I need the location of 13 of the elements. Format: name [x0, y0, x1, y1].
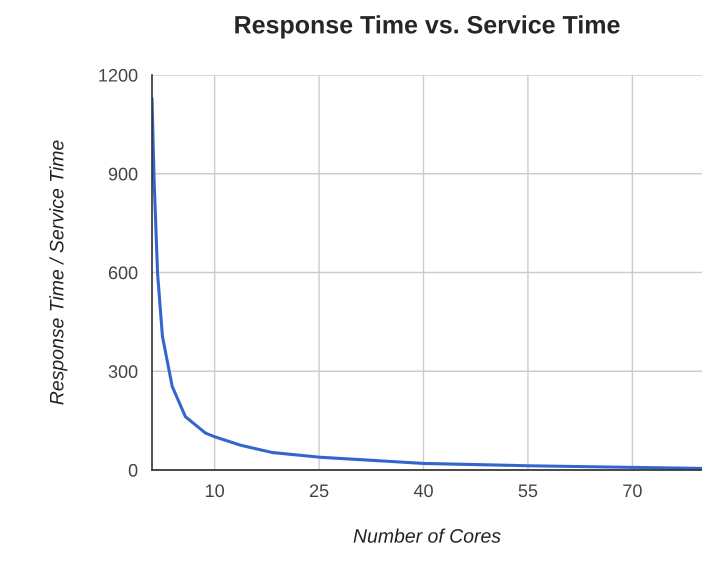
chart-title: Response Time vs. Service Time: [235, 15, 620, 39]
x-tick-label: 55: [518, 484, 538, 498]
y-tick-label: 300: [108, 365, 138, 378]
y-tick-label: 1200: [99, 68, 138, 82]
x-axis-title: Number of Cores: [354, 528, 501, 543]
y-tick-label: 900: [108, 168, 138, 180]
x-tick-label: 10: [206, 484, 224, 498]
y-tick-label: 0: [128, 464, 138, 477]
x-tick-label: 25: [310, 484, 328, 498]
y-axis-title: Response Time / Service Time: [49, 140, 68, 405]
x-tick-label: 70: [623, 484, 642, 498]
y-tick-label: 600: [108, 266, 138, 280]
x-tick-label: 40: [414, 484, 433, 498]
